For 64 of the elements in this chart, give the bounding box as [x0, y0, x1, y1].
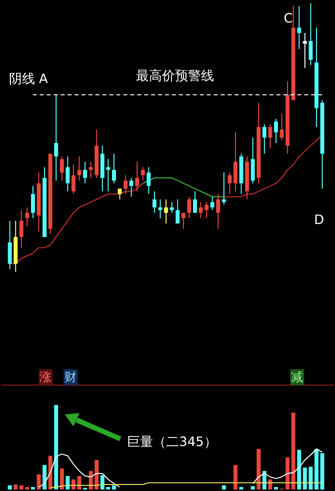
bar	[8, 485, 12, 490]
bar	[320, 453, 324, 490]
bar	[30, 487, 35, 490]
text: 涨	[40, 370, 52, 384]
candlestick	[19, 210, 24, 248]
candlestick	[71, 164, 76, 195]
bar	[314, 448, 318, 490]
candlestick	[274, 118, 278, 144]
bar	[297, 450, 302, 490]
candlestick	[25, 206, 30, 227]
candlestick	[216, 194, 220, 230]
candlestick	[198, 202, 203, 219]
candlestick	[83, 161, 88, 184]
candlestick	[176, 198, 180, 224]
candlestick	[308, 2, 313, 66]
bar	[256, 448, 261, 490]
candlestick	[135, 161, 140, 192]
bar	[222, 485, 226, 490]
candlestick	[268, 124, 272, 149]
annotation: D	[314, 213, 324, 228]
bar	[239, 487, 244, 490]
candlestick	[30, 185, 35, 219]
candlestick	[222, 172, 226, 206]
text: 财	[64, 370, 77, 384]
bar	[54, 405, 58, 490]
annotation: 最高价预警线	[136, 68, 214, 84]
candlestick	[170, 202, 174, 214]
candlestick	[124, 174, 128, 195]
candlestick	[262, 124, 266, 154]
candlestick	[66, 156, 70, 192]
candlestick	[192, 190, 197, 214]
bar	[48, 456, 52, 490]
candlestick	[8, 220, 12, 270]
bar	[250, 486, 255, 490]
candlestick	[152, 190, 156, 214]
bar	[112, 485, 116, 490]
candlestick	[297, 6, 302, 50]
annotation: C	[284, 11, 293, 26]
candlestick	[60, 156, 64, 182]
candlestick	[250, 137, 255, 184]
bar	[66, 476, 70, 490]
candlestick	[164, 198, 168, 224]
annotation: 巨量（二345）	[127, 434, 217, 450]
bar	[291, 412, 296, 490]
candlestick	[54, 94, 58, 182]
candlestick	[187, 196, 192, 219]
bar	[233, 465, 238, 490]
candlestick	[146, 166, 151, 195]
text: 减	[291, 370, 304, 384]
annotation: 阴线 A	[8, 72, 48, 87]
candlestick	[228, 172, 232, 195]
bar	[14, 484, 18, 490]
candlestick	[181, 212, 186, 230]
candlestick	[233, 132, 238, 192]
bar	[274, 487, 278, 490]
candlestick	[204, 202, 209, 219]
candlestick	[140, 166, 145, 182]
candlestick	[302, 32, 307, 68]
bar	[60, 468, 64, 490]
candlestick	[112, 153, 116, 184]
candlestick	[129, 177, 134, 198]
candlestick	[210, 196, 214, 211]
bar	[42, 465, 47, 490]
candlestick	[118, 188, 122, 200]
